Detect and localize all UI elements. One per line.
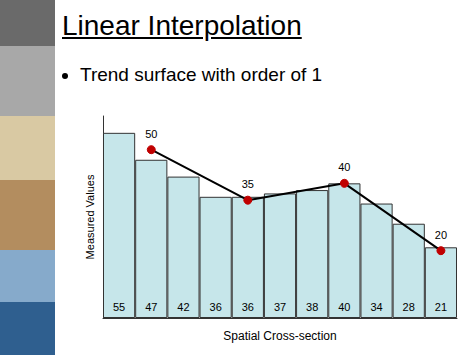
svg-text:36: 36 (210, 301, 222, 313)
svg-text:40: 40 (338, 301, 350, 313)
svg-text:37: 37 (274, 301, 286, 313)
svg-text:28: 28 (403, 301, 415, 313)
svg-text:21: 21 (435, 301, 447, 313)
svg-text:36: 36 (242, 301, 254, 313)
svg-text:Measured Values: Measured Values (84, 174, 96, 259)
svg-text:47: 47 (145, 301, 157, 313)
svg-text:Spatial Cross-section: Spatial Cross-section (223, 329, 336, 343)
svg-text:50: 50 (145, 128, 157, 140)
html-text:Trend surface with order of 1: Trend surface with order of 1 (80, 64, 323, 85)
svg-text:40: 40 (338, 161, 350, 173)
svg-text:34: 34 (370, 301, 382, 313)
svg-text:20: 20 (435, 229, 447, 241)
svg-text:42: 42 (177, 301, 189, 313)
html-text:Linear Interpolation: Linear Interpolation (62, 10, 302, 41)
svg-text:38: 38 (306, 301, 318, 313)
svg-text:55: 55 (113, 301, 125, 313)
svg-text:35: 35 (242, 178, 254, 190)
